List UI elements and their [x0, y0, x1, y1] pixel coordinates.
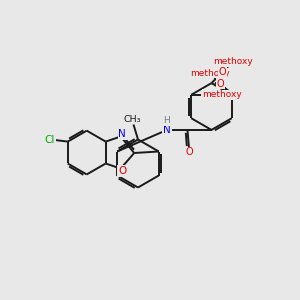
Text: H: H [163, 116, 170, 125]
Text: O: O [217, 79, 224, 89]
Text: methoxy: methoxy [190, 69, 230, 78]
Text: Cl: Cl [45, 135, 55, 145]
Text: methoxy: methoxy [202, 90, 242, 99]
Text: O: O [219, 67, 226, 77]
Text: methoxy: methoxy [213, 57, 253, 66]
Text: O: O [203, 90, 211, 100]
Text: CH₃: CH₃ [123, 115, 141, 124]
Text: O: O [185, 147, 193, 157]
Text: N: N [118, 129, 126, 139]
Text: O: O [118, 166, 126, 176]
Text: N: N [163, 125, 170, 135]
